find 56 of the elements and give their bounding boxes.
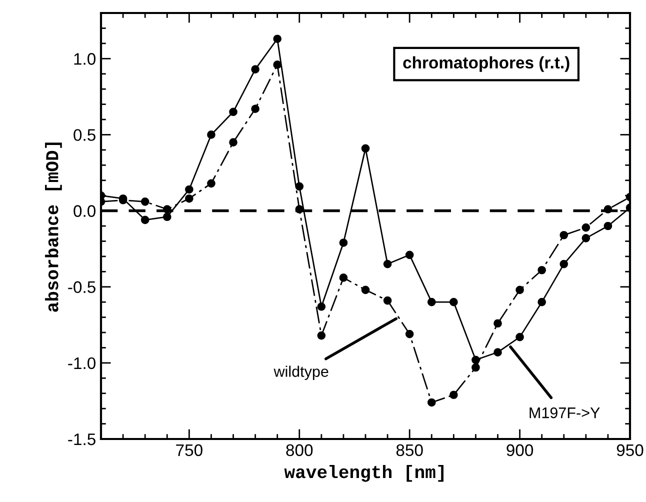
point <box>582 234 590 242</box>
point <box>185 194 194 203</box>
x-tick-label: 800 <box>286 444 313 456</box>
y-tick-label: -0.5 <box>68 281 96 294</box>
point <box>560 260 568 268</box>
point <box>538 266 546 274</box>
point <box>140 216 150 224</box>
annotation: chromatophores (r.t.) <box>403 56 570 72</box>
y-tick-label: 0.5 <box>74 129 96 141</box>
point <box>516 332 524 342</box>
point <box>405 250 414 260</box>
y-tick-label: -1.0 <box>68 357 96 370</box>
point <box>207 179 216 188</box>
point <box>251 104 260 114</box>
point <box>317 302 326 311</box>
point <box>162 212 172 222</box>
point <box>494 348 502 356</box>
x-tick-label: 900 <box>506 444 534 456</box>
annotation: wildtype <box>274 366 328 380</box>
point <box>361 144 370 153</box>
point <box>405 330 414 338</box>
point <box>273 60 282 69</box>
point <box>450 298 458 306</box>
point <box>427 398 436 407</box>
point <box>317 331 326 340</box>
point <box>383 296 392 305</box>
point <box>295 182 304 191</box>
point <box>229 108 238 116</box>
point <box>450 390 458 400</box>
point <box>361 286 370 294</box>
point <box>516 286 524 294</box>
point <box>604 222 612 230</box>
x-tick-label: 850 <box>396 444 423 456</box>
point <box>472 363 480 372</box>
y-axis-title: absorbance [mOD] <box>45 142 62 312</box>
point <box>140 197 150 206</box>
annotation: M197F->Y <box>530 407 600 418</box>
point <box>383 260 392 268</box>
point <box>251 65 260 74</box>
y-tick-label: 0.0 <box>74 205 96 217</box>
point <box>229 138 238 146</box>
point <box>207 130 216 139</box>
point <box>427 298 436 306</box>
point <box>339 238 348 247</box>
point <box>273 34 282 44</box>
x-axis-title: wavelength [nm] <box>284 464 444 482</box>
y-tick-label: 1.0 <box>74 53 96 65</box>
point <box>560 230 568 240</box>
x-tick-label: 750 <box>176 444 202 456</box>
y-tick-label: -1.5 <box>68 434 96 446</box>
point <box>538 298 546 306</box>
point <box>582 223 590 232</box>
x-tick-label: 950 <box>616 444 644 456</box>
point <box>339 274 348 282</box>
point <box>185 185 194 194</box>
point <box>494 319 502 328</box>
